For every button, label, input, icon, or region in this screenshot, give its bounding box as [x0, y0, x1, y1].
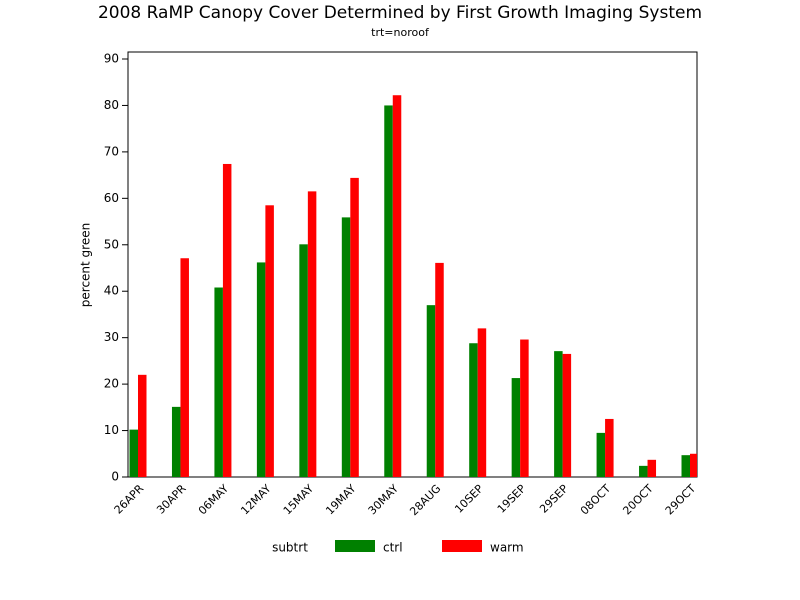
- bar: [605, 418, 614, 477]
- bar: [180, 258, 189, 477]
- y-tick-label: 20: [104, 377, 119, 391]
- y-tick-label: 60: [104, 191, 119, 205]
- y-tick-label: 90: [104, 52, 119, 66]
- y-tick-label: 50: [104, 237, 119, 251]
- legend-title: subtrt: [272, 541, 308, 555]
- y-axis-label: percent green: [79, 223, 93, 307]
- bar: [222, 163, 232, 477]
- x-tick-label: 30MAY: [366, 482, 401, 517]
- bar: [214, 287, 223, 477]
- x-tick-label: 06MAY: [196, 482, 231, 517]
- x-tick-label: 20OCT: [620, 482, 656, 518]
- chart-subtitle: trt=noroof: [371, 26, 430, 39]
- y-tick-label: 70: [104, 144, 119, 158]
- legend-label: ctrl: [383, 541, 403, 555]
- bar: [392, 95, 402, 477]
- bar: [554, 351, 563, 477]
- x-tick-label: 15MAY: [281, 482, 316, 517]
- plot-frame: [127, 51, 698, 478]
- bar: [129, 429, 138, 477]
- bar: [299, 244, 308, 477]
- bar: [435, 262, 444, 477]
- bar: [690, 453, 697, 477]
- x-tick-label: 19SEP: [495, 482, 529, 516]
- bar: [265, 205, 274, 477]
- bar: [469, 343, 478, 477]
- x-tick-label: 08OCT: [578, 482, 614, 518]
- bar: [171, 406, 181, 477]
- x-tick-label: 10SEP: [452, 482, 486, 516]
- x-tick-label: 29SEP: [537, 482, 571, 516]
- bar: [384, 105, 393, 477]
- bar: [341, 217, 351, 477]
- legend-label: warm: [490, 541, 524, 555]
- bar: [477, 328, 487, 477]
- bar: [256, 262, 266, 477]
- bar: [138, 374, 147, 477]
- x-tick-label: 30APR: [154, 482, 189, 517]
- bar: [511, 378, 521, 477]
- y-tick-label: 30: [104, 330, 119, 344]
- x-tick-label: 28AUG: [407, 482, 443, 518]
- y-tick-label: 80: [104, 98, 119, 112]
- bar: [681, 455, 690, 477]
- bar: [639, 465, 648, 477]
- y-tick-label: 0: [111, 470, 119, 484]
- x-tick-label: 12MAY: [238, 482, 273, 517]
- x-tick-label: 26APR: [112, 482, 147, 517]
- bar: [596, 432, 606, 477]
- x-tick-label: 19MAY: [323, 482, 358, 517]
- bar: [520, 339, 529, 477]
- y-tick-label: 10: [104, 423, 119, 437]
- chart-title: 2008 RaMP Canopy Cover Determined by Fir…: [98, 3, 702, 23]
- bar: [426, 305, 436, 477]
- bar: [350, 177, 359, 477]
- bar: [562, 353, 572, 477]
- x-tick-label: 29OCT: [663, 482, 699, 518]
- legend-swatch: [442, 540, 482, 552]
- bar: [307, 191, 317, 477]
- bar: [647, 459, 657, 477]
- y-tick-label: 40: [104, 284, 119, 298]
- legend-swatch: [335, 540, 375, 552]
